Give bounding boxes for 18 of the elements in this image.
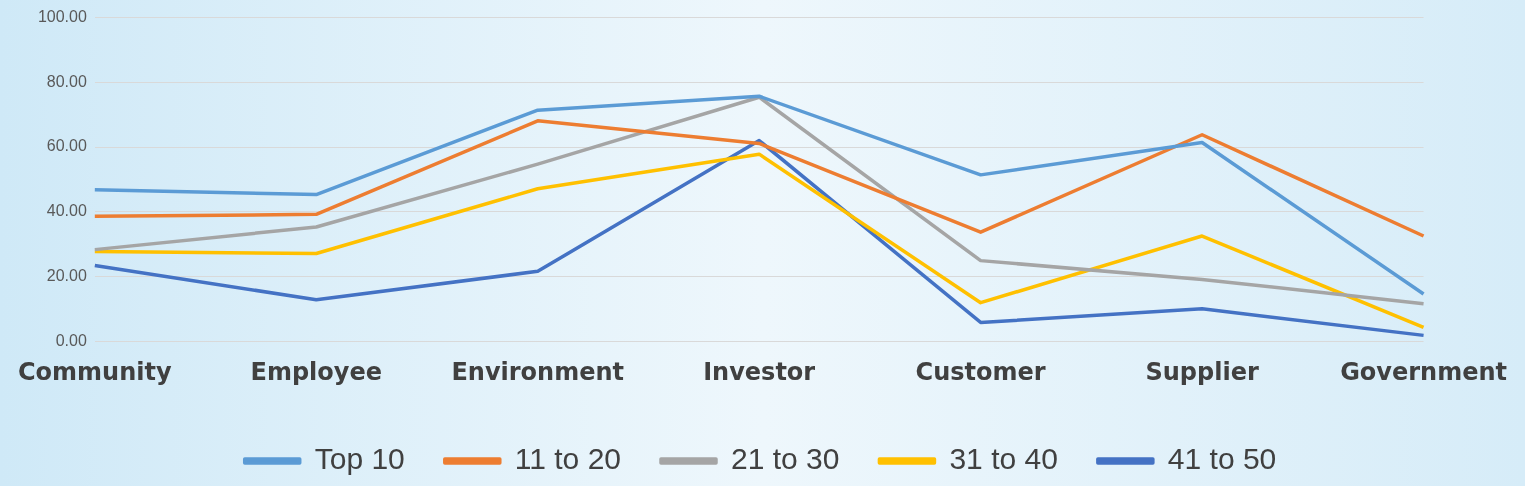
y-tick-label: 60.00: [46, 137, 87, 155]
x-tick-label: Customer: [915, 357, 1046, 386]
y-tick-label: 40.00: [46, 202, 87, 220]
x-tick-label: Environment: [451, 357, 625, 386]
legend-label: 11 to 20: [514, 442, 621, 476]
y-tick-label: 80.00: [46, 72, 87, 90]
x-tick-label: Community: [18, 357, 172, 386]
legend-label: Top 10: [314, 442, 405, 476]
legend-label: 41 to 50: [1167, 442, 1277, 476]
legend-label: 31 to 40: [949, 442, 1058, 476]
y-tick-label: 100.00: [37, 8, 87, 26]
legend-label: 21 to 30: [731, 442, 840, 476]
x-tick-label: Investor: [703, 357, 816, 386]
y-tick-label: 20.00: [46, 266, 87, 284]
x-tick-label: Government: [1340, 357, 1507, 386]
y-tick-label: 0.00: [55, 331, 87, 349]
x-tick-label: Employee: [250, 357, 383, 386]
x-tick-label: Supplier: [1145, 357, 1259, 386]
